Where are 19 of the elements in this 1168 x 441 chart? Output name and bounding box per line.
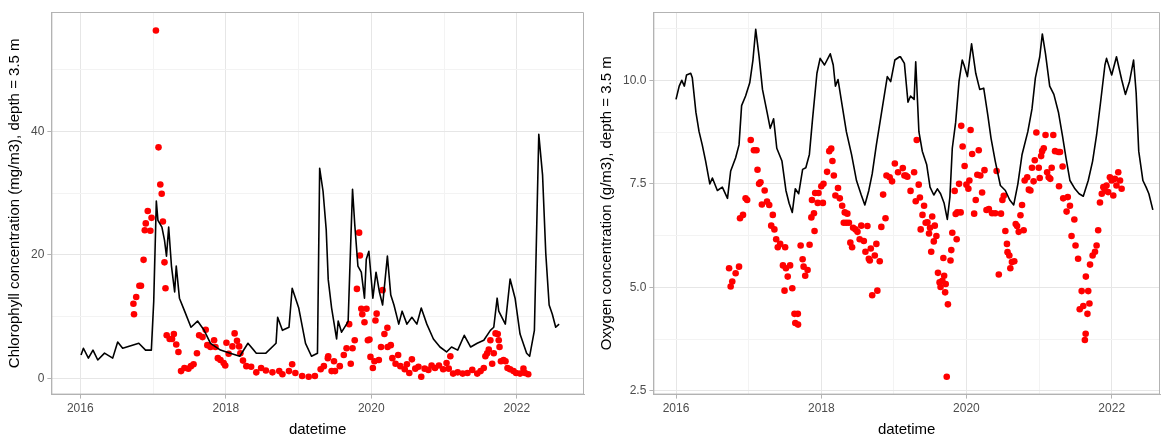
y-tick-label: 0: [37, 370, 45, 385]
x-tick-label: 2016: [662, 401, 690, 416]
x-tick-label: 2018: [807, 401, 835, 416]
x-tick-label: 2020: [357, 401, 385, 416]
x-tick-label: 2016: [66, 401, 94, 416]
y-tick-label: 7.5: [629, 176, 647, 191]
x-tick-label: 2020: [953, 401, 981, 416]
y-tick-label: 10.0: [623, 72, 647, 87]
y-axis-title: Oxygen concentration (g/m3), depth = 3.5 m: [597, 56, 615, 351]
y-tick-label: 2.5: [629, 383, 647, 398]
x-tick-label: 2022: [503, 401, 531, 416]
y-tick-label: 5.0: [629, 279, 647, 294]
x-axis-title: datetime: [288, 420, 347, 438]
y-tick-label: 20: [30, 247, 45, 262]
y-axis-title: Chlorophyll concentration (mg/m3), depth = 3.5 m: [5, 38, 23, 369]
x-tick-label: 2018: [212, 401, 240, 416]
x-axis-title: datetime: [877, 420, 936, 438]
y-tick-label: 40: [30, 123, 45, 138]
x-tick-label: 2022: [1098, 401, 1126, 416]
